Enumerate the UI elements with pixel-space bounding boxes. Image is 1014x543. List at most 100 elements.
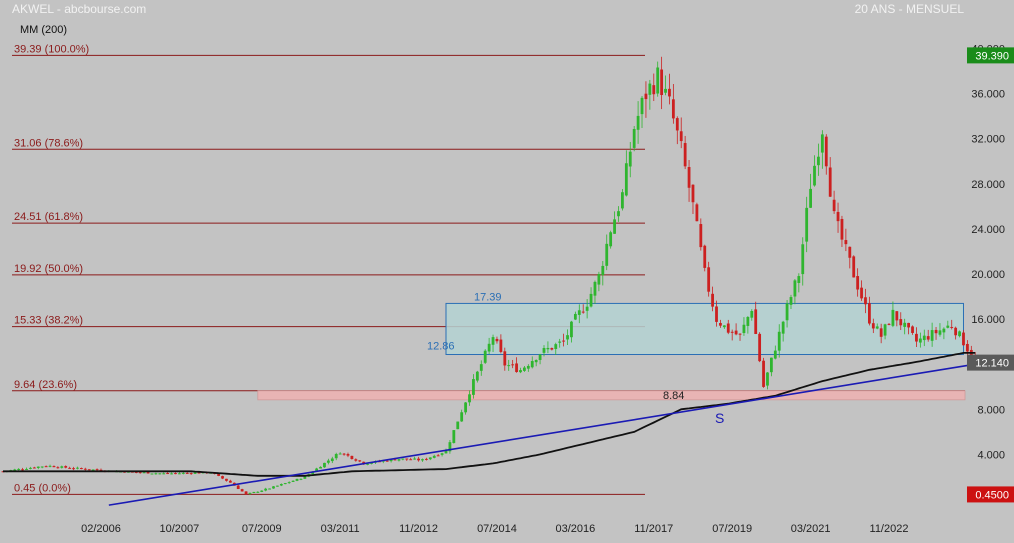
candle-body: [593, 281, 597, 296]
candle-body: [542, 348, 546, 353]
candle-body: [801, 244, 805, 275]
candle-body: [32, 467, 36, 469]
candle-body: [29, 467, 32, 469]
candle-body: [660, 69, 664, 96]
candle-body: [962, 332, 965, 346]
y-tick-label-9: 4.000: [977, 449, 1005, 461]
candle-body: [840, 218, 844, 240]
candle-body: [48, 465, 52, 467]
candle-body: [640, 97, 644, 115]
candle-body: [613, 219, 616, 234]
candle-body: [464, 402, 467, 413]
candle-body: [585, 306, 589, 311]
candle-body: [519, 370, 522, 373]
candle-body: [930, 330, 934, 341]
candle-body: [621, 192, 624, 209]
candle-body: [562, 340, 566, 342]
candle-body: [785, 303, 789, 321]
candle-body: [158, 473, 162, 475]
candle-body: [503, 351, 507, 366]
candle-body: [221, 476, 224, 479]
candle-body: [483, 350, 487, 363]
price-badges: 39.390 12.140 0.4500: [967, 47, 1014, 503]
candle-body: [734, 330, 738, 335]
candle-body: [279, 484, 283, 486]
candles: [1, 56, 977, 495]
candle-body: [538, 354, 542, 360]
x-tick-label-10: 11/2022: [870, 523, 909, 535]
candle-body: [601, 265, 605, 276]
candle-body: [813, 165, 816, 186]
candle-body: [824, 136, 828, 167]
moving-average-line: [3, 351, 976, 477]
candle-body: [797, 276, 801, 283]
fib-label-5: 9.64 (23.6%): [14, 379, 77, 391]
candle-body: [491, 337, 495, 345]
candle-body: [487, 343, 491, 352]
candle-body: [934, 329, 938, 334]
candle-body: [456, 421, 460, 430]
support-band: [257, 390, 966, 401]
candle-body: [397, 459, 401, 461]
last-price-badge-bg: [967, 354, 1014, 371]
candle-body: [832, 199, 836, 212]
candle-body: [334, 453, 338, 459]
candle-body: [424, 458, 428, 460]
candle-body: [499, 339, 503, 352]
candle-body: [632, 128, 636, 148]
candle-body: [969, 349, 973, 359]
candle-body: [773, 350, 777, 359]
fib-label-4: 15.33 (38.2%): [14, 315, 83, 327]
candle-body: [299, 478, 303, 480]
candle-body: [907, 322, 911, 328]
candle-body: [534, 359, 538, 363]
candle-body: [895, 311, 899, 321]
candle-body: [295, 478, 299, 481]
candle-body: [746, 316, 750, 326]
y-tick-label-6: 16.000: [971, 314, 1005, 326]
candle-body: [526, 365, 530, 369]
candle-body: [134, 471, 138, 473]
candle-body: [683, 143, 687, 167]
fib-label-1: 31.06 (78.6%): [14, 137, 83, 149]
candle-body: [769, 357, 773, 373]
candle-body: [668, 88, 671, 97]
candle-body: [954, 327, 958, 336]
x-tick-label-1: 10/2007: [160, 523, 200, 535]
candle-body: [287, 482, 291, 484]
candle-body: [597, 273, 601, 285]
candle-body: [323, 462, 326, 468]
candle-body: [817, 156, 820, 166]
candle-body: [711, 293, 714, 307]
low-price-badge-bg: [967, 486, 1014, 503]
candle-body: [264, 488, 268, 491]
candle-body: [715, 306, 718, 322]
candle-body: [918, 338, 922, 343]
candle-body: [189, 473, 193, 475]
candle-body: [903, 322, 907, 327]
candle-body: [475, 371, 479, 381]
candle-body: [315, 468, 319, 472]
candle-body: [248, 492, 252, 494]
fibonacci-levels: [12, 54, 965, 495]
candle-body: [656, 67, 660, 94]
candle-body: [558, 341, 562, 343]
candle-body: [624, 163, 628, 196]
candle-body: [272, 486, 275, 489]
candle-body: [805, 207, 809, 242]
candle-body: [283, 483, 287, 485]
trendline: [108, 363, 976, 506]
candle-body: [338, 453, 342, 455]
candle-body: [185, 472, 189, 474]
candle-body: [793, 280, 797, 297]
candle-body: [346, 454, 350, 456]
candle-body: [809, 188, 812, 208]
candle-body: [138, 472, 142, 474]
candle-body: [21, 469, 24, 471]
candle-body: [550, 348, 554, 350]
candle-body: [738, 333, 742, 335]
period-label: 20 ANS - MENSUEL: [855, 2, 965, 16]
candle-body: [79, 468, 83, 470]
candle-body: [448, 442, 452, 452]
candle-body: [83, 468, 87, 470]
